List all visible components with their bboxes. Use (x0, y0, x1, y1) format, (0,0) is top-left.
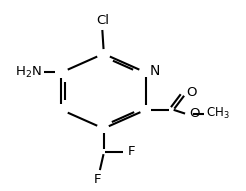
Text: Cl: Cl (96, 14, 109, 27)
Text: CH$_3$: CH$_3$ (206, 106, 230, 121)
Text: O: O (189, 107, 200, 120)
Text: O: O (186, 86, 196, 99)
Text: F: F (94, 173, 101, 186)
Text: F: F (128, 145, 135, 158)
Text: H$_2$N: H$_2$N (15, 65, 42, 80)
Text: N: N (149, 64, 160, 78)
